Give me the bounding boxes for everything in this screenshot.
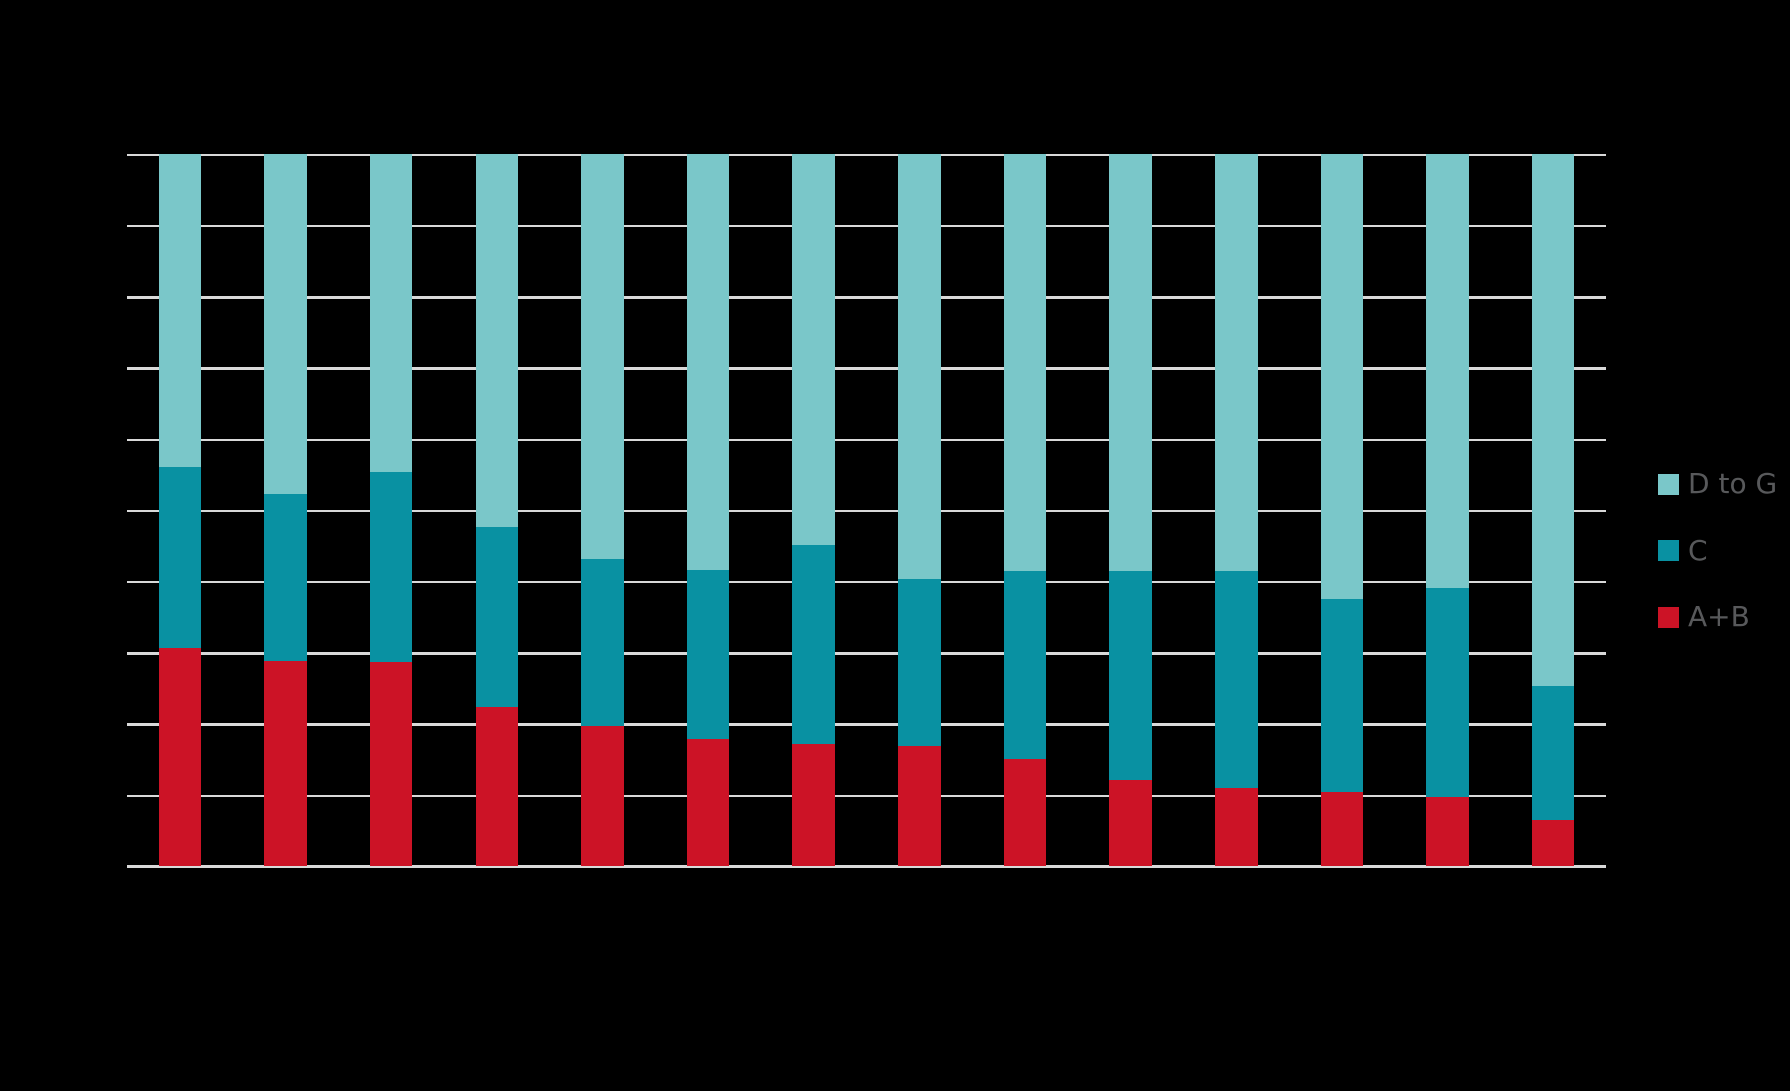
legend-label-c: C xyxy=(1688,533,1708,567)
bar-segment-c xyxy=(581,559,624,727)
bar-segment-a-b xyxy=(1426,796,1469,866)
bar-segment-c xyxy=(1215,570,1258,789)
bar-stack xyxy=(158,154,202,866)
bar-segment-c xyxy=(1426,588,1469,797)
bar-segment-d-to-g xyxy=(1426,154,1469,589)
bar-segment-c xyxy=(1531,685,1575,820)
gridline xyxy=(127,794,1606,798)
bar-segment-a-b xyxy=(475,707,518,866)
bar-segment-c xyxy=(475,527,518,708)
gridline xyxy=(127,296,1606,299)
legend-item-d-to-g: D to G xyxy=(1658,468,1777,500)
bar-segment-a-b xyxy=(792,743,835,866)
bar-stack xyxy=(475,154,518,866)
bar-segment-d-to-g xyxy=(898,154,941,580)
bar-segment-a-b xyxy=(158,648,202,866)
legend-label-a-plus-b: A+B xyxy=(1688,600,1750,633)
gridline xyxy=(127,580,1606,584)
bar-segment-c xyxy=(369,471,413,662)
bar-segment-c xyxy=(792,544,835,744)
gridline xyxy=(127,438,1606,442)
bar-segment-d-to-g xyxy=(1320,154,1364,600)
bar-segment-d-to-g xyxy=(1109,154,1152,571)
bar-segment-c xyxy=(1003,571,1047,760)
bar-stack xyxy=(264,154,307,866)
legend-swatch-a-plus-b-icon xyxy=(1658,606,1679,628)
bar-segment-a-b xyxy=(686,739,730,866)
bar-stack xyxy=(792,154,835,866)
legend-swatch-d-to-g-icon xyxy=(1658,473,1679,495)
bar-segment-c xyxy=(1109,570,1152,780)
bar-segment-c xyxy=(686,569,730,740)
gridline xyxy=(127,652,1606,655)
gridline xyxy=(127,723,1606,726)
x-axis-line xyxy=(127,865,1606,868)
gridline xyxy=(127,367,1606,370)
bar-segment-a-b xyxy=(369,661,413,866)
legend-label-d-to-g: D to G xyxy=(1688,467,1778,500)
bar-segment-d-to-g xyxy=(1531,154,1575,686)
bar-segment-d-to-g xyxy=(1003,154,1047,572)
bar-segment-d-to-g xyxy=(581,154,624,560)
gridline xyxy=(127,509,1606,513)
gridline xyxy=(127,224,1606,228)
bar-segment-a-b xyxy=(581,726,624,866)
bar-segment-d-to-g xyxy=(686,154,730,570)
bar-segment-a-b xyxy=(1003,759,1047,866)
bar-stack xyxy=(686,154,730,866)
bar-segment-d-to-g xyxy=(264,154,307,494)
bar-segment-a-b xyxy=(1215,788,1258,866)
bar-stack xyxy=(1426,154,1469,866)
bar-segment-a-b xyxy=(1109,779,1152,866)
plot-area xyxy=(127,153,1606,869)
legend: D to G C A+B xyxy=(1658,468,1777,633)
bar-stack xyxy=(1109,154,1152,866)
bar-stack xyxy=(369,154,413,866)
bar-segment-a-b xyxy=(1320,791,1364,866)
bar-stack xyxy=(1531,154,1575,866)
bar-segment-d-to-g xyxy=(475,154,518,528)
bar-segment-a-b xyxy=(898,746,941,866)
bar-segment-d-to-g xyxy=(158,154,202,468)
bar-stack xyxy=(1215,154,1258,866)
bar-segment-d-to-g xyxy=(1215,154,1258,571)
legend-item-c: C xyxy=(1658,535,1777,567)
legend-item-a-plus-b: A+B xyxy=(1658,601,1777,633)
bar-stack xyxy=(1320,154,1364,866)
bar-segment-a-b xyxy=(264,660,307,866)
gridline xyxy=(127,153,1606,157)
bar-segment-c xyxy=(898,579,941,747)
bar-segment-c xyxy=(1320,599,1364,792)
bar-stack xyxy=(898,154,941,866)
bar-stack xyxy=(1003,154,1047,866)
bar-segment-c xyxy=(158,467,202,649)
bar-segment-d-to-g xyxy=(792,154,835,545)
bar-segment-d-to-g xyxy=(369,154,413,472)
bar-stack xyxy=(581,154,624,866)
bar-segment-c xyxy=(264,493,307,661)
bar-segment-a-b xyxy=(1531,819,1575,866)
legend-swatch-c-icon xyxy=(1658,540,1679,561)
